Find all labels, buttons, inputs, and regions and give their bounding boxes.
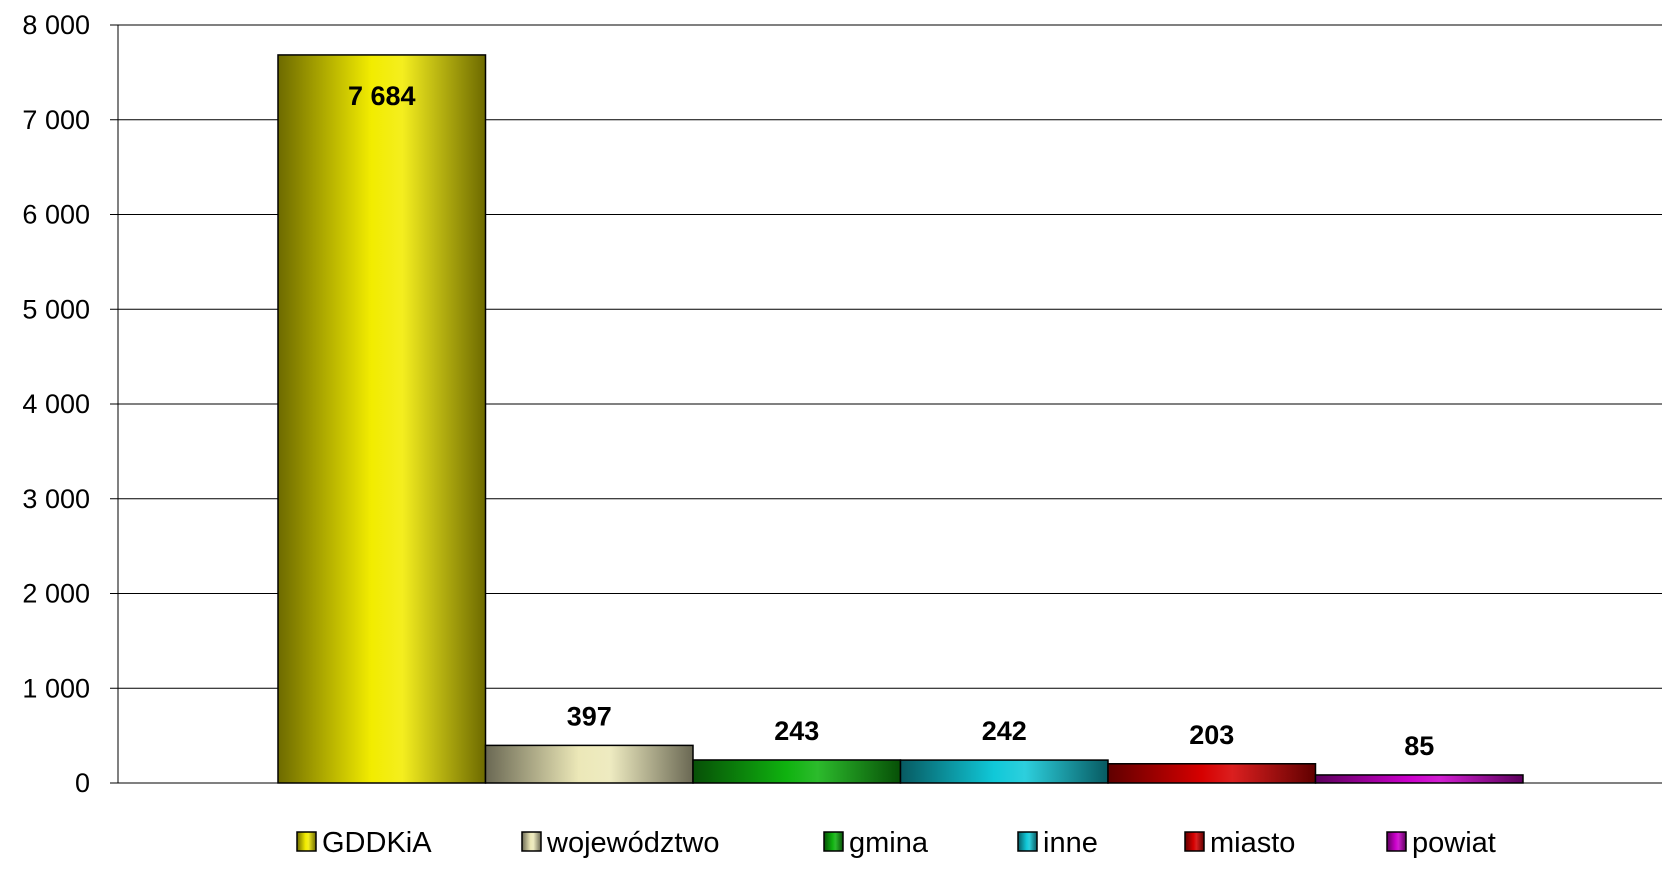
bar-powiat [1314,774,1524,784]
legend-label: województwo [546,827,719,859]
bar-gddkia [277,54,487,784]
data-label: 242 [982,716,1027,746]
y-tick-label: 3 000 [22,484,90,514]
data-label: 7 684 [348,81,416,111]
data-label: 85 [1404,731,1434,761]
legend-label: GDDKiA [322,827,432,859]
legend-swatch [823,831,844,852]
y-tick-label: 7 000 [22,105,90,135]
legend-swatch [521,831,542,852]
legend: GDDKiA województwo gmina inne miasto powiat [296,827,1496,859]
legend-swatch [296,831,317,852]
bar-gmina [692,759,902,784]
y-tick-label: 6 000 [22,200,90,230]
legend-swatch [1017,831,1038,852]
y-tick-label: 2 000 [22,579,90,609]
data-labels: 7 684 397 243 242 203 85 [348,81,1434,761]
bar-miasto [1107,763,1317,784]
y-axis: 0 1 000 2 000 3 000 4 000 5 000 6 000 7 000 8 00… [22,10,119,798]
data-label: 243 [774,716,819,746]
bar-inne [899,759,1109,784]
y-tick-label: 1 000 [22,673,90,703]
bar-województwo [484,744,694,784]
legend-label: miasto [1210,827,1295,859]
data-label: 397 [567,701,612,731]
legend-label: powiat [1412,827,1496,859]
legend-swatch [1386,831,1407,852]
y-tick-label: 4 000 [22,389,90,419]
data-label: 203 [1189,720,1234,750]
y-tick-label: 8 000 [22,10,90,40]
y-tick-label: 0 [75,768,90,798]
bars [277,54,1524,784]
legend-swatch [1184,831,1205,852]
legend-label: inne [1043,827,1098,859]
legend-label: gmina [849,827,929,859]
y-tick-label: 5 000 [22,294,90,324]
